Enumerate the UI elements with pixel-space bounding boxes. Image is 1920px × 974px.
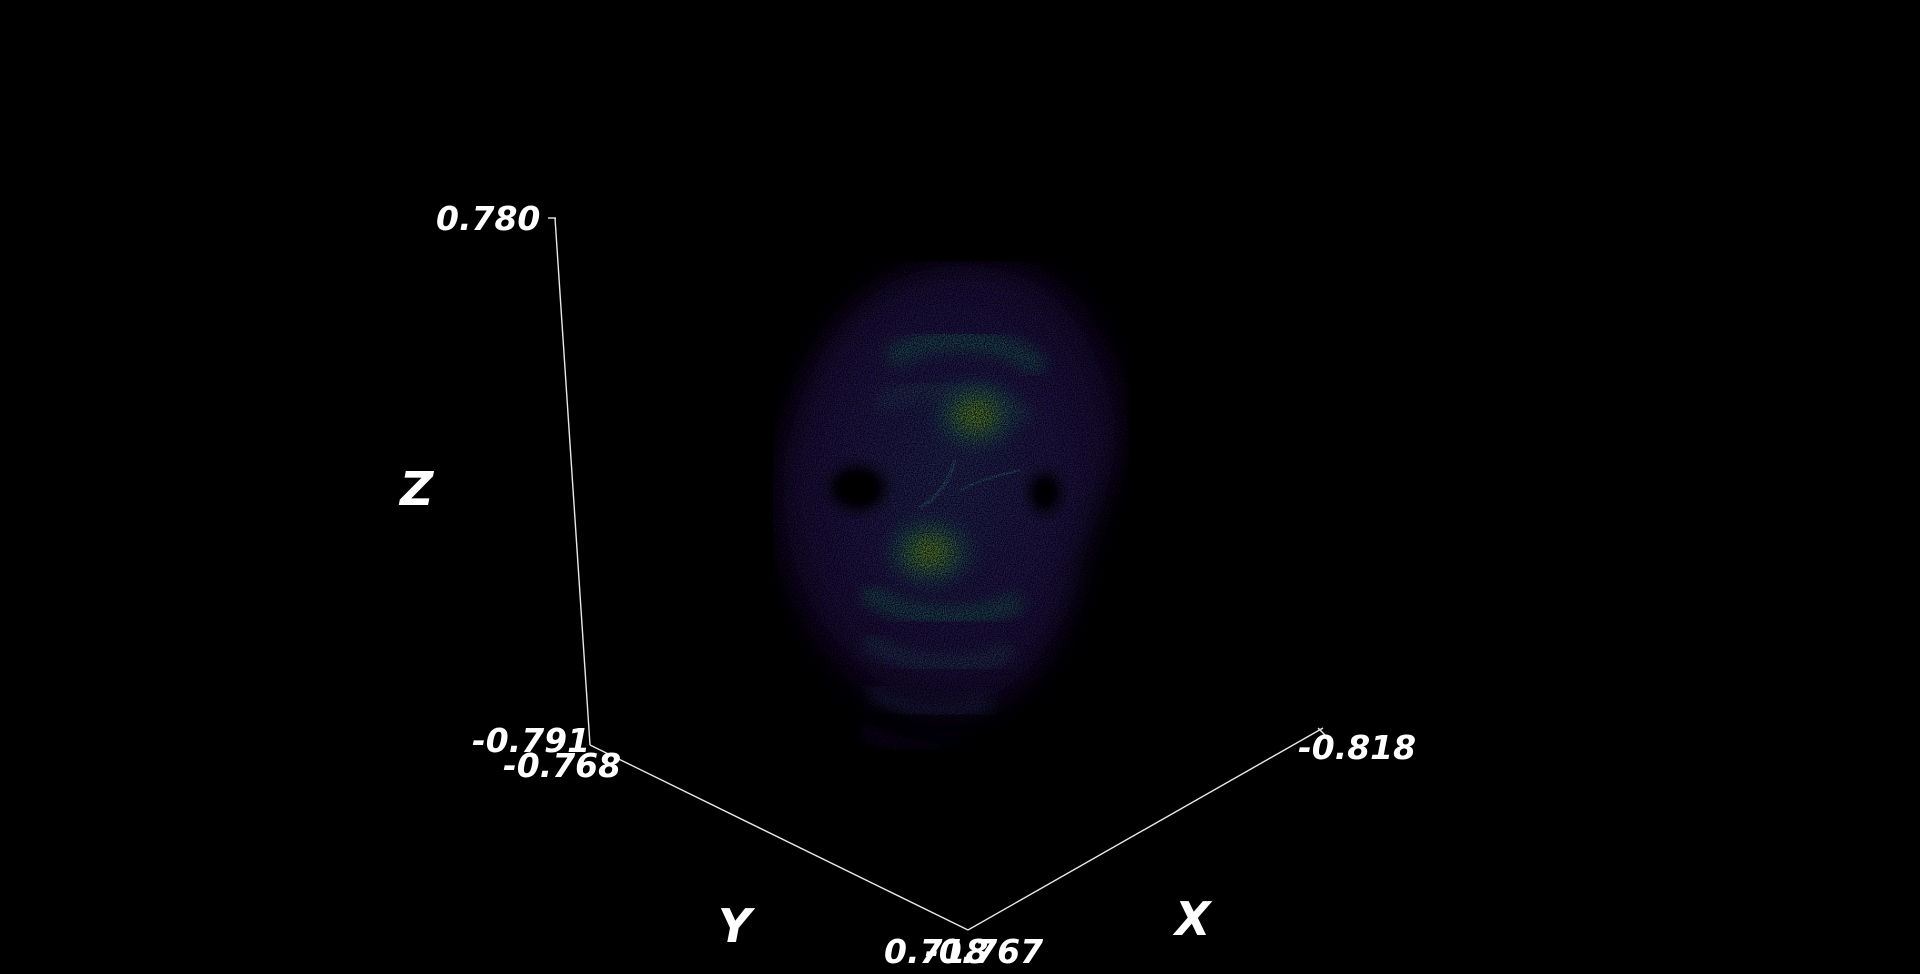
- x-min-tick-label: -0.767: [925, 932, 1043, 971]
- z-axis-label: Z: [398, 462, 435, 516]
- z-max-tick-label: 0.780: [436, 199, 540, 238]
- x-max-tick: [1317, 727, 1327, 737]
- z-axis-line: [554, 217, 591, 746]
- z-min-tick-label: -0.791: [472, 721, 590, 760]
- axes-frame: [548, 217, 1327, 931]
- y-min-tick-label: -0.768: [503, 746, 621, 785]
- x-max-tick-label: -0.818: [1298, 728, 1416, 767]
- x-axis-line: [967, 727, 1324, 931]
- y-axis-line: [589, 744, 969, 931]
- y-max-tick-label: 0.718: [884, 932, 988, 971]
- x-axis-label: X: [1172, 892, 1213, 946]
- volume-head: [773, 261, 1129, 750]
- y-axis-label: Y: [718, 899, 756, 953]
